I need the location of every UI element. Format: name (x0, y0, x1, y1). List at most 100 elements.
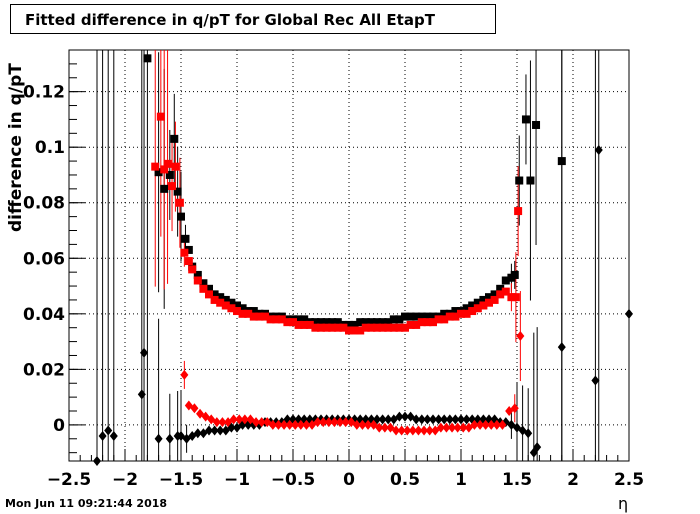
data-point (261, 312, 269, 321)
y-tick-label: 0.08 (23, 194, 65, 214)
data-point (524, 428, 533, 439)
data-point (423, 318, 432, 327)
data-point (300, 315, 309, 324)
data-point (389, 323, 398, 332)
data-point (233, 301, 241, 310)
data-point (442, 422, 451, 433)
data-point (302, 419, 311, 430)
data-point (515, 176, 524, 185)
data-point (328, 318, 337, 327)
data-point (557, 157, 566, 166)
data-point (510, 403, 519, 414)
data-point (205, 290, 213, 299)
data-point (476, 419, 485, 430)
data-point (171, 162, 180, 171)
data-point (160, 165, 169, 174)
timestamp: Mon Jun 11 09:21:44 2018 (5, 497, 168, 510)
data-point (406, 312, 415, 321)
data-point (468, 307, 477, 316)
data-point (521, 115, 530, 124)
x-tick-label: −2.5 (47, 470, 91, 490)
data-point (485, 293, 493, 302)
data-point (104, 425, 113, 436)
data-point (457, 414, 465, 425)
data-point (485, 298, 493, 307)
data-point (417, 414, 426, 425)
data-point (406, 320, 415, 329)
x-axis-label: η (618, 494, 629, 513)
data-point (367, 323, 376, 332)
data-point (300, 320, 309, 329)
data-point (233, 307, 241, 316)
data-point (625, 308, 633, 319)
data-point (210, 290, 219, 299)
y-axis-label: difference in q/pT (6, 63, 26, 232)
data-point (168, 182, 177, 191)
data-point (496, 290, 505, 299)
data-point (429, 318, 437, 327)
data-point (266, 315, 275, 324)
data-point (188, 265, 197, 274)
data-point (417, 312, 426, 321)
data-point (210, 295, 219, 304)
data-point (384, 318, 393, 327)
data-point (345, 320, 353, 329)
data-point (154, 433, 163, 444)
data-point (501, 287, 510, 296)
data-point (277, 315, 286, 324)
data-point (319, 417, 328, 428)
data-point (324, 417, 333, 428)
data-point (350, 326, 359, 335)
data-point (445, 312, 454, 321)
data-point (283, 318, 292, 327)
data-point (193, 276, 202, 285)
data-point (160, 184, 169, 193)
data-point (294, 320, 303, 329)
data-point (412, 320, 421, 329)
data-point (361, 318, 370, 327)
data-point (170, 134, 179, 143)
data-point (487, 419, 496, 430)
data-point (180, 369, 189, 380)
data-point (205, 284, 213, 293)
data-point (507, 419, 516, 430)
data-point (322, 323, 331, 332)
data-point (457, 309, 465, 318)
data-point (345, 326, 353, 335)
data-point (511, 293, 520, 302)
x-tick-label: 2.5 (614, 470, 644, 490)
data-point (227, 304, 236, 313)
data-point (193, 428, 202, 439)
x-tick-label: 2 (567, 470, 579, 490)
data-point (184, 257, 193, 266)
data-point (339, 323, 348, 332)
data-point (591, 375, 600, 386)
data-point (173, 187, 182, 196)
data-point (221, 295, 230, 304)
data-point (496, 284, 505, 293)
data-point (240, 414, 249, 425)
y-tick-label: 0.1 (35, 138, 65, 158)
data-point (289, 318, 297, 327)
data-point (436, 422, 445, 433)
data-point (249, 312, 258, 321)
data-point (425, 425, 434, 436)
data-point (451, 307, 460, 316)
data-point (401, 411, 409, 422)
data-point (268, 419, 277, 430)
data-point (317, 323, 325, 332)
data-point (384, 414, 393, 425)
data-point (453, 422, 462, 433)
data-point (440, 309, 449, 318)
data-point (181, 234, 190, 243)
x-tick-label: 0 (343, 470, 355, 490)
data-point (280, 419, 289, 430)
data-point (255, 312, 264, 321)
data-point (384, 323, 393, 332)
data-point (352, 419, 361, 430)
data-point (336, 417, 345, 428)
data-point (498, 419, 507, 430)
data-point (216, 298, 225, 307)
data-point (184, 245, 193, 254)
